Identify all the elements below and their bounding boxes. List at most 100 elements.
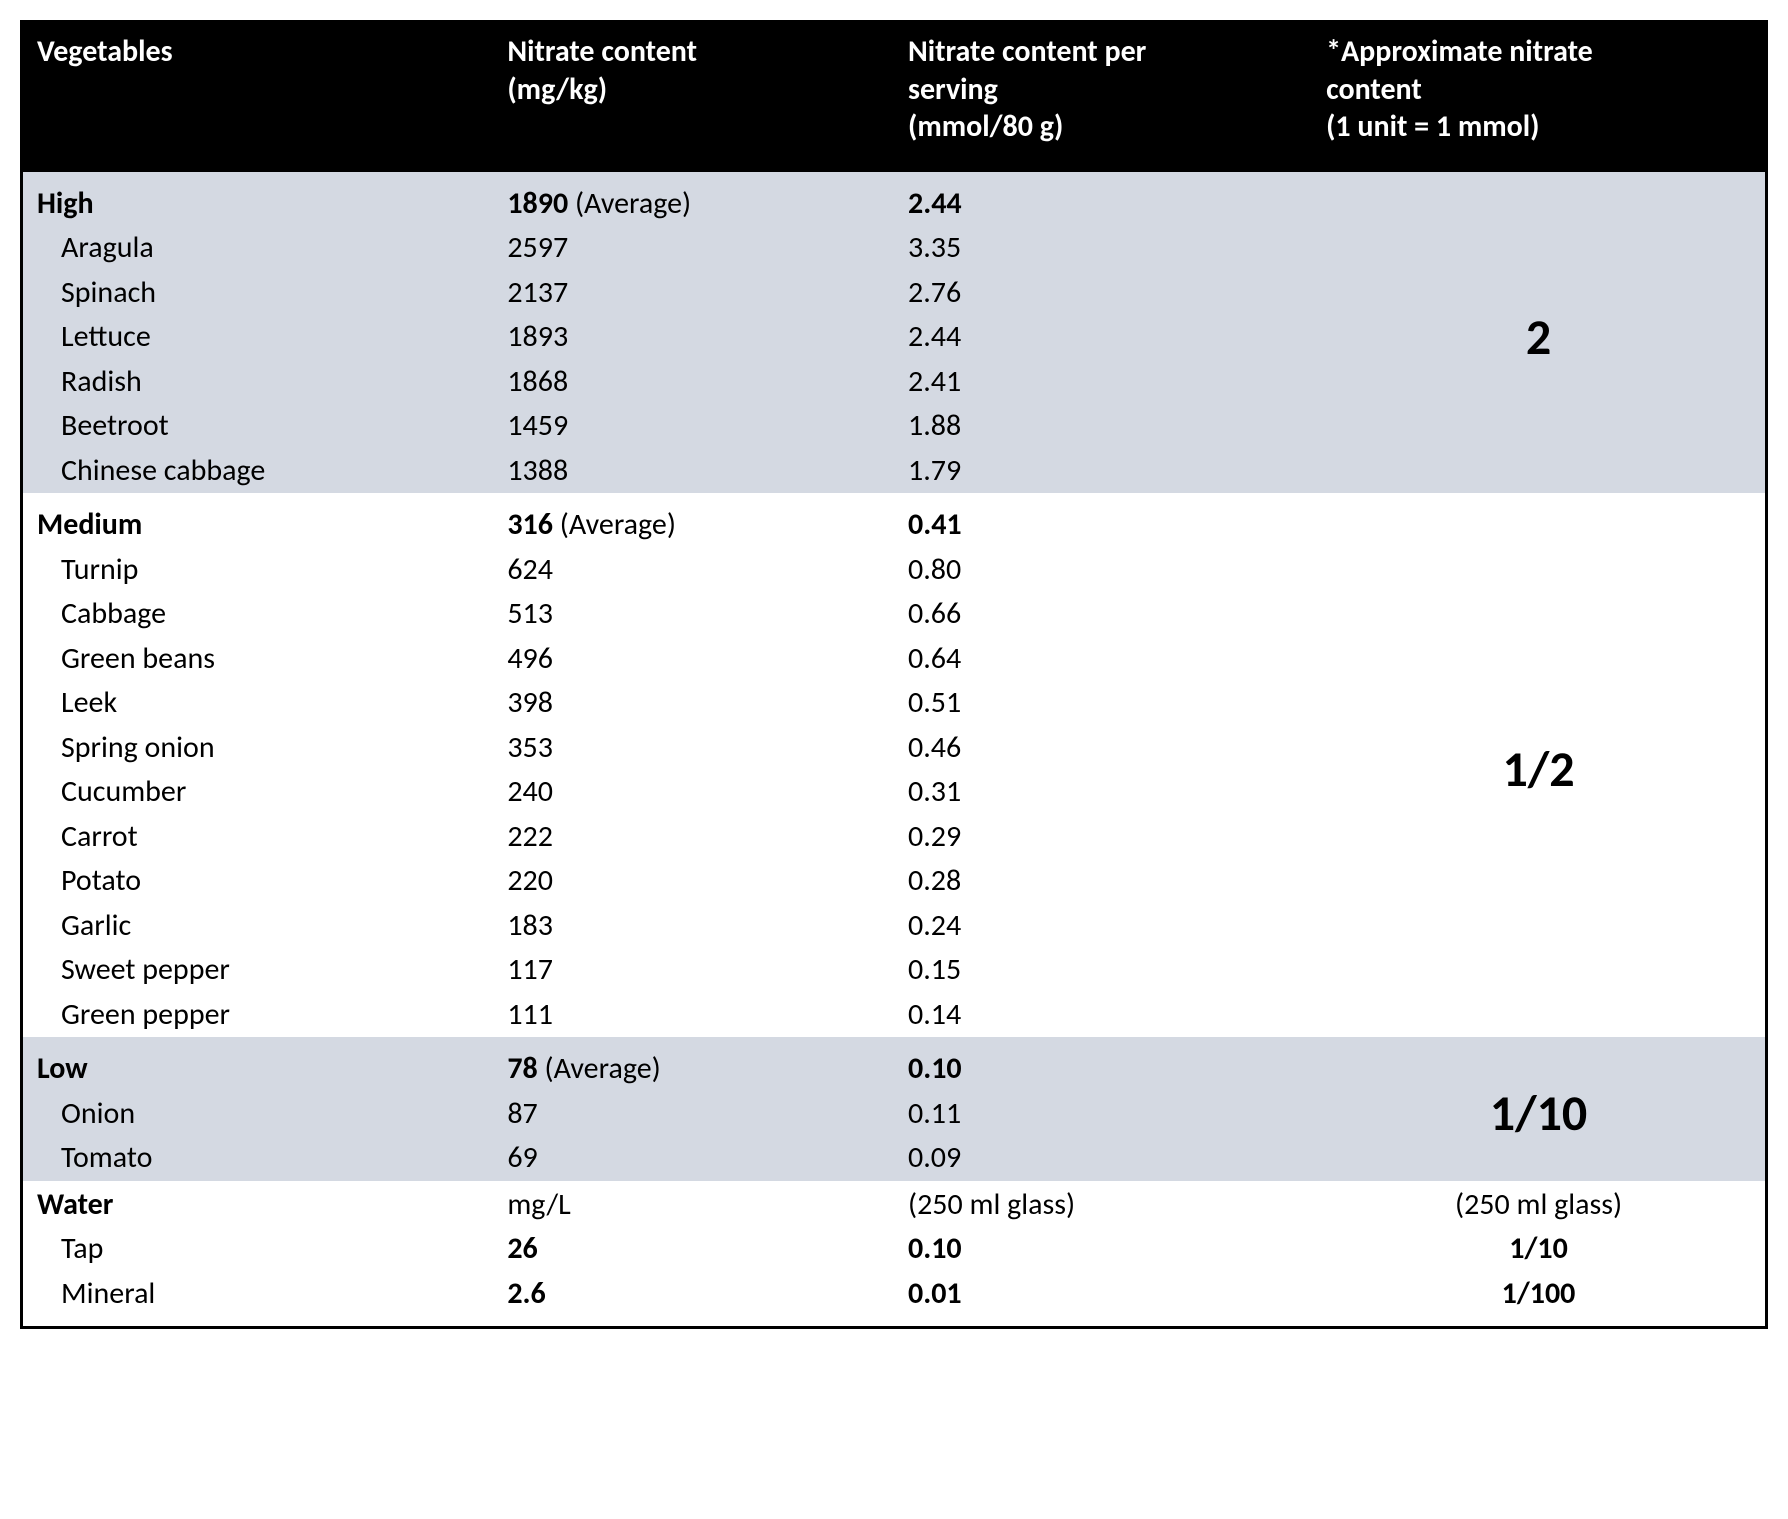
- item-mgkg: 1893: [493, 315, 894, 360]
- item-mmol: 1.79: [894, 449, 1312, 494]
- group-avg-note-high: (Average): [575, 185, 691, 222]
- water-col2-unit: mg/L: [493, 1181, 894, 1228]
- water-item-mgkg: 26: [493, 1227, 894, 1272]
- header-col1-text: Vegetables: [37, 33, 173, 70]
- group-header-high: High1890 (Average)2.442: [23, 172, 1765, 227]
- item-name: Garlic: [23, 904, 493, 949]
- group-avg-mmol-low: 0.10: [894, 1037, 1312, 1092]
- item-mmol: 0.29: [894, 815, 1312, 860]
- item-mmol: 2.44: [894, 315, 1312, 360]
- item-name: Tomato: [23, 1136, 493, 1181]
- group-avg-mmol-medium: 0.41: [894, 493, 1312, 548]
- group-avg-mmol-high: 2.44: [894, 172, 1312, 227]
- item-mmol: 0.24: [894, 904, 1312, 949]
- header-col4-l2: content: [1326, 71, 1751, 109]
- header-unit: *Approximate nitrate content (1 unit = 1…: [1312, 23, 1765, 172]
- header-col2-l1: Nitrate content: [507, 33, 880, 71]
- item-name: Green beans: [23, 637, 493, 682]
- group-avg-mgkg-value-low: 78: [507, 1050, 544, 1087]
- item-mgkg: 183: [493, 904, 894, 949]
- group-unit-low: 1/10: [1312, 1037, 1765, 1181]
- header-row: Vegetables Nitrate content (mg/kg) Nitra…: [23, 23, 1765, 172]
- header-vegetables: Vegetables: [23, 23, 493, 172]
- item-mmol: 1.88: [894, 404, 1312, 449]
- item-name: Beetroot: [23, 404, 493, 449]
- group-avg-note-low: (Average): [545, 1050, 661, 1087]
- item-name: Cabbage: [23, 592, 493, 637]
- item-name: Radish: [23, 360, 493, 405]
- item-mmol: 2.41: [894, 360, 1312, 405]
- item-mgkg: 87: [493, 1092, 894, 1137]
- group-avg-mgkg-low: 78 (Average): [493, 1037, 894, 1092]
- item-mgkg: 1459: [493, 404, 894, 449]
- item-mgkg: 2597: [493, 226, 894, 271]
- item-mgkg: 513: [493, 592, 894, 637]
- item-mgkg: 240: [493, 770, 894, 815]
- water-item-name: Mineral: [23, 1272, 493, 1327]
- group-label-high: High: [23, 172, 493, 227]
- group-unit-medium: 1/2: [1312, 493, 1765, 1037]
- item-name: Green pepper: [23, 993, 493, 1038]
- header-col4-l1: *Approximate nitrate: [1326, 33, 1751, 71]
- water-item-unit: 1/100: [1312, 1272, 1765, 1327]
- item-mmol: 3.35: [894, 226, 1312, 271]
- item-mgkg: 398: [493, 681, 894, 726]
- header-col4-l3: (1 unit = 1 mmol): [1326, 108, 1751, 146]
- item-mmol: 0.28: [894, 859, 1312, 904]
- item-mgkg: 111: [493, 993, 894, 1038]
- group-unit-high: 2: [1312, 172, 1765, 494]
- item-mmol: 0.09: [894, 1136, 1312, 1181]
- item-name: Onion: [23, 1092, 493, 1137]
- water-item-name: Tap: [23, 1227, 493, 1272]
- water-item-mgkg: 2.6: [493, 1272, 894, 1327]
- item-mgkg: 2137: [493, 271, 894, 316]
- water-row: Mineral2.60.011/100: [23, 1272, 1765, 1327]
- item-name: Carrot: [23, 815, 493, 860]
- water-header-row: Watermg/L(250 ml glass)(250 ml glass): [23, 1181, 1765, 1228]
- item-mmol: 0.64: [894, 637, 1312, 682]
- item-mmol: 0.15: [894, 948, 1312, 993]
- water-col4-note: (250 ml glass): [1312, 1181, 1765, 1228]
- group-avg-mgkg-medium: 316 (Average): [493, 493, 894, 548]
- water-item-mmol: 0.10: [894, 1227, 1312, 1272]
- water-item-unit: 1/10: [1312, 1227, 1765, 1272]
- item-name: Spinach: [23, 271, 493, 316]
- item-mmol: 0.66: [894, 592, 1312, 637]
- item-mgkg: 222: [493, 815, 894, 860]
- item-mgkg: 117: [493, 948, 894, 993]
- item-name: Turnip: [23, 548, 493, 593]
- nitrate-table-wrap: Vegetables Nitrate content (mg/kg) Nitra…: [20, 20, 1768, 1329]
- table-body: High 1890 (Average) 2.442 Aragula25973.35 Sp…: [23, 172, 1765, 1327]
- header-col3-l3: (mmol/80 g): [908, 108, 1298, 146]
- item-mmol: 2.76: [894, 271, 1312, 316]
- group-avg-note-medium: (Average): [560, 506, 676, 543]
- item-mgkg: 1388: [493, 449, 894, 494]
- item-mmol: 0.80: [894, 548, 1312, 593]
- group-header-low: Low78 (Average)0.101/10: [23, 1037, 1765, 1092]
- item-name: Sweet pepper: [23, 948, 493, 993]
- group-header-medium: Medium316 (Average)0.411/2: [23, 493, 1765, 548]
- item-mgkg: 353: [493, 726, 894, 771]
- water-col3-note: (250 ml glass): [894, 1181, 1312, 1228]
- header-mgkg: Nitrate content (mg/kg): [493, 23, 894, 172]
- nitrate-table: Vegetables Nitrate content (mg/kg) Nitra…: [23, 23, 1765, 1326]
- table-header: Vegetables Nitrate content (mg/kg) Nitra…: [23, 23, 1765, 172]
- item-mmol: 0.46: [894, 726, 1312, 771]
- header-col2-l2: (mg/kg): [507, 71, 880, 109]
- item-name: Spring onion: [23, 726, 493, 771]
- item-name: Potato: [23, 859, 493, 904]
- item-mgkg: 496: [493, 637, 894, 682]
- item-mmol: 0.51: [894, 681, 1312, 726]
- water-item-mmol: 0.01: [894, 1272, 1312, 1327]
- water-row: Tap260.101/10: [23, 1227, 1765, 1272]
- item-mmol: 0.31: [894, 770, 1312, 815]
- item-mgkg: 69: [493, 1136, 894, 1181]
- group-avg-mgkg-value-high: 1890: [507, 185, 575, 222]
- group-avg-mgkg-value-medium: 316: [507, 506, 559, 543]
- item-name: Aragula: [23, 226, 493, 271]
- item-name: Chinese cabbage: [23, 449, 493, 494]
- item-name: Leek: [23, 681, 493, 726]
- item-mmol: 0.14: [894, 993, 1312, 1038]
- header-col3-l1: Nitrate content per: [908, 33, 1298, 71]
- item-mgkg: 220: [493, 859, 894, 904]
